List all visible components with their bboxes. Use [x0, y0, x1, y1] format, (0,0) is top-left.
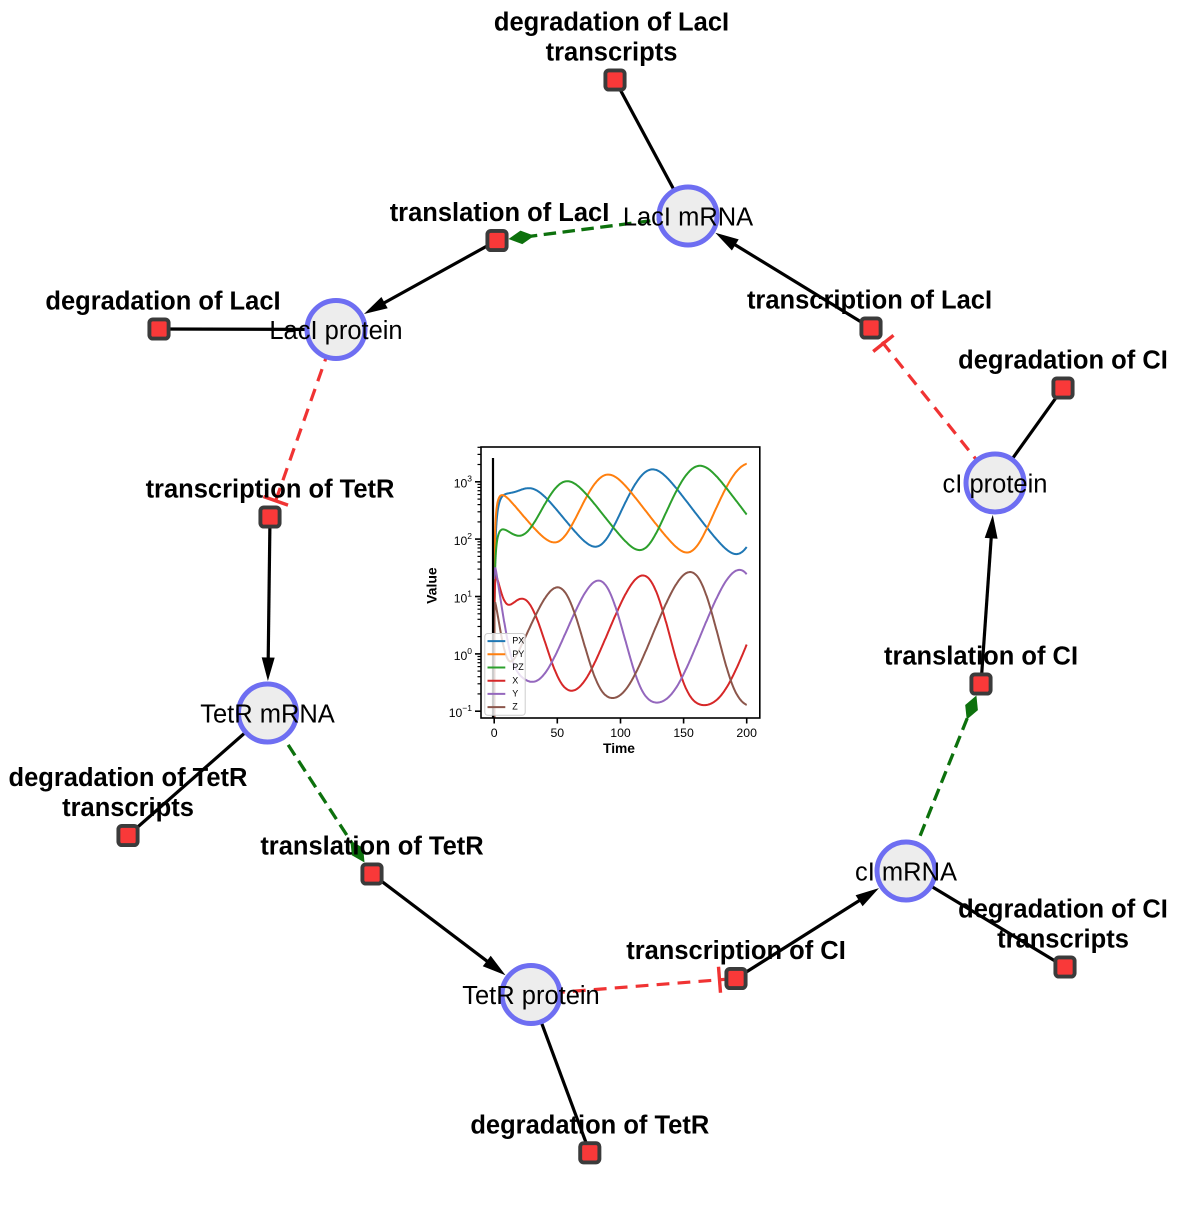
svg-text:Y: Y [512, 689, 518, 699]
svg-text:transcripts: transcripts [62, 794, 194, 822]
svg-text:cI mRNA: cI mRNA [855, 858, 957, 886]
svg-text:LacI protein: LacI protein [269, 317, 402, 345]
svg-text:50: 50 [550, 726, 564, 740]
svg-text:transcripts: transcripts [546, 39, 678, 67]
svg-text:Value: Value [424, 567, 440, 604]
svg-text:translation of LacI: translation of LacI [390, 199, 610, 227]
svg-text:transcription of LacI: transcription of LacI [747, 287, 992, 315]
svg-text:100: 100 [610, 726, 631, 740]
svg-text:cI protein: cI protein [943, 470, 1048, 498]
svg-text:Time: Time [603, 741, 635, 756]
svg-text:LacI mRNA: LacI mRNA [623, 203, 753, 231]
svg-text:degradation of CI: degradation of CI [958, 347, 1168, 375]
svg-text:degradation of LacI: degradation of LacI [45, 288, 280, 316]
svg-text:TetR mRNA: TetR mRNA [200, 700, 335, 728]
svg-text:PX: PX [512, 636, 524, 646]
svg-text:TetR protein: TetR protein [462, 982, 600, 1010]
svg-text:degradation of CI: degradation of CI [958, 896, 1168, 924]
svg-text:Z: Z [512, 702, 518, 712]
svg-text:degradation of TetR: degradation of TetR [9, 764, 248, 792]
svg-text:transcripts: transcripts [997, 926, 1129, 954]
svg-text:degradation of TetR: degradation of TetR [470, 1111, 709, 1139]
svg-text:200: 200 [736, 726, 757, 740]
svg-text:translation of CI: translation of CI [884, 643, 1078, 671]
svg-text:0: 0 [491, 726, 498, 740]
svg-text:PY: PY [512, 649, 524, 659]
svg-text:150: 150 [673, 726, 694, 740]
svg-text:X: X [512, 675, 518, 685]
svg-text:transcription of CI: transcription of CI [626, 937, 846, 965]
svg-text:degradation of LacI: degradation of LacI [494, 9, 729, 37]
svg-text:transcription of TetR: transcription of TetR [146, 476, 395, 504]
svg-text:PZ: PZ [512, 662, 524, 672]
svg-text:translation of TetR: translation of TetR [260, 833, 483, 861]
